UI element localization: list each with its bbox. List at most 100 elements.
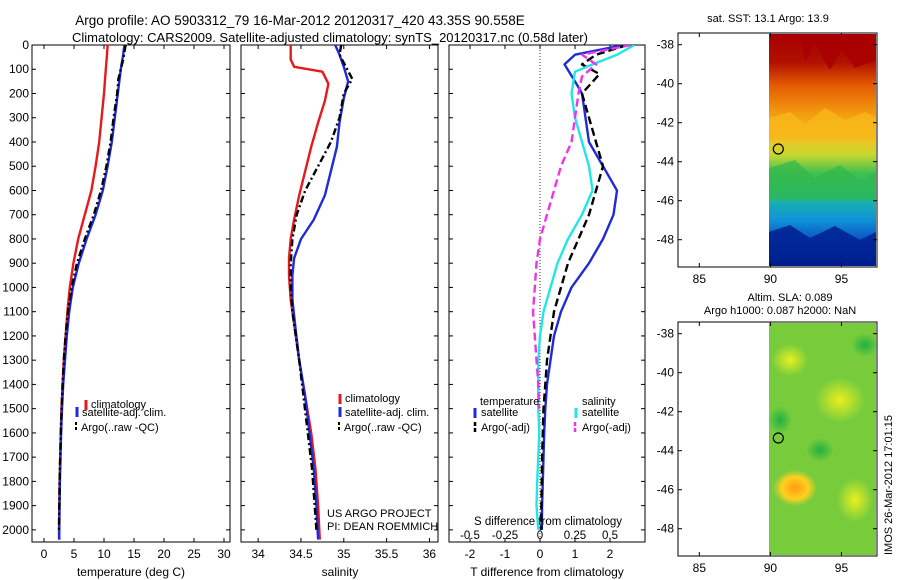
difference-y-ticks bbox=[449, 44, 645, 531]
sla-anomaly-mid-3 bbox=[837, 478, 873, 522]
map-y-tick-label: -38 bbox=[657, 327, 675, 341]
legend-label-satellite-clim: satellite-adj. clim. bbox=[82, 407, 166, 419]
y-tick-label: 400 bbox=[9, 135, 29, 149]
map-y-tick-label: -46 bbox=[657, 483, 675, 497]
series-line-salinity-satellite bbox=[535, 45, 636, 530]
y-tick-label: 1500 bbox=[2, 402, 29, 416]
series-line-temperature-argo-adj- bbox=[539, 45, 628, 530]
sst-warm-tongue bbox=[769, 34, 876, 70]
salinity-difference-ticks: -0.5 -0.25 0 0.25 0.5 bbox=[460, 530, 618, 542]
sst-map-panel: sat. SST: 13.1 Argo: 13.9 85 90 95 -38 -40 -4… bbox=[657, 13, 878, 286]
x-tick-label: 15 bbox=[127, 547, 141, 561]
difference-legend: temperature salinity satellite Argo(-adj… bbox=[473, 396, 631, 434]
y-tick-label: 1600 bbox=[2, 426, 29, 440]
salinity-legend: climatology satellite-adj. clim. Argo(..… bbox=[338, 393, 429, 434]
legend-label-satellite-clim: satellite-adj. clim. bbox=[345, 407, 429, 419]
x-tick-label: 0 bbox=[537, 547, 544, 561]
legend-label-s-satellite: satellite bbox=[582, 407, 619, 419]
credit-project: US ARGO PROJECT bbox=[327, 508, 432, 520]
x-tick-label: 36 bbox=[423, 547, 437, 561]
legend-label-s-argo: Argo(-adj) bbox=[582, 422, 631, 434]
sst-heatmap bbox=[769, 34, 876, 266]
salinity-y-ticks bbox=[241, 44, 438, 531]
legend-header-salinity: salinity bbox=[582, 396, 616, 408]
sla-anomaly-low-2 bbox=[768, 406, 792, 434]
x-tick-label: 30 bbox=[217, 547, 231, 561]
side-timestamp: IMOS 26-Mar-2012 17:01:15 bbox=[883, 415, 895, 555]
salinity-xlabel: salinity bbox=[322, 565, 359, 579]
temperature-x-axis: 0 5 10 15 20 25 30 bbox=[41, 45, 231, 561]
map-y-tick-label: -42 bbox=[657, 116, 675, 130]
sla-anomaly-high bbox=[773, 470, 817, 506]
temperature-xlabel: temperature (deg C) bbox=[77, 565, 185, 579]
y-tick-label: 0 bbox=[22, 38, 29, 52]
x-tick-label: 1 bbox=[572, 547, 579, 561]
legend-header-temperature: temperature bbox=[480, 396, 539, 408]
map-x-tick-label: 90 bbox=[764, 561, 778, 575]
map-y-tick-label: -38 bbox=[657, 38, 675, 52]
s-tick-label: -0.25 bbox=[492, 530, 518, 542]
salinity-x-axis: 34 34.5 35 35.5 36 bbox=[251, 45, 436, 561]
legend-label-argo: Argo(..raw -QC) bbox=[344, 422, 422, 434]
x-tick-label: 10 bbox=[97, 547, 111, 561]
y-tick-label: 1000 bbox=[2, 280, 29, 294]
sla-map-subtitle: Argo h1000: 0.087 h2000: NaN bbox=[704, 305, 856, 317]
series-line-argo-raw-qc- bbox=[57, 45, 127, 530]
sla-anomaly-mid-2 bbox=[772, 344, 808, 376]
legend-label-climatology: climatology bbox=[91, 399, 147, 411]
s-tick-label: 0 bbox=[537, 530, 543, 542]
difference-panel: -2 -1 0 1 2 -0.5 -0.25 0 0.25 0.5 S difference f… bbox=[448, 44, 646, 579]
series-line-salinity-argo-adj- bbox=[531, 45, 632, 409]
s-tick-label: 0.25 bbox=[564, 530, 586, 542]
y-tick-label: 500 bbox=[9, 159, 29, 173]
difference-xlabel: T difference from climatology bbox=[470, 565, 624, 579]
sla-profile-marker bbox=[772, 432, 784, 444]
map-y-tick-label: -40 bbox=[657, 77, 675, 91]
sst-map-axes: 85 90 95 -38 -40 -42 -44 -46 -48 bbox=[657, 33, 877, 286]
x-tick-label: 34.5 bbox=[289, 547, 313, 561]
figure-title-line1: Argo profile: AO 5903312_79 16-Mar-2012 … bbox=[75, 13, 525, 28]
y-tick-label: 700 bbox=[9, 208, 29, 222]
map-y-tick-label: -48 bbox=[657, 522, 675, 536]
y-tick-label: 1800 bbox=[2, 474, 29, 488]
map-x-tick-label: 95 bbox=[835, 561, 849, 575]
y-tick-label: 1900 bbox=[2, 499, 29, 513]
map-y-tick-label: -44 bbox=[657, 155, 675, 169]
sst-cold-band bbox=[769, 225, 876, 266]
sla-anomaly-mid-1 bbox=[815, 378, 865, 422]
temperature-legend: climatology satellite-adj. clim. Argo(..… bbox=[75, 399, 166, 434]
y-tick-label: 1200 bbox=[2, 329, 29, 343]
difference-xlabel-top: S difference from climatology bbox=[474, 516, 622, 528]
x-tick-label: 5 bbox=[71, 547, 78, 561]
x-tick-label: 35 bbox=[337, 547, 351, 561]
sst-green-band bbox=[769, 160, 876, 200]
y-tick-label: 900 bbox=[9, 256, 29, 270]
map-x-tick-label: 85 bbox=[693, 272, 707, 286]
map-y-tick-label: -42 bbox=[657, 405, 675, 419]
s-tick-label: -0.5 bbox=[460, 530, 480, 542]
y-tick-label: 200 bbox=[9, 86, 29, 100]
x-tick-label: -2 bbox=[465, 547, 476, 561]
difference-x-axis: -2 -1 0 1 2 bbox=[465, 45, 614, 561]
map-y-tick-label: -48 bbox=[657, 233, 675, 247]
y-tick-label: 600 bbox=[9, 183, 29, 197]
legend-label-argo: Argo(..raw -QC) bbox=[81, 422, 159, 434]
legend-label-t-satellite: satellite bbox=[481, 407, 518, 419]
x-tick-label: -1 bbox=[500, 547, 511, 561]
temperature-axes-box bbox=[31, 44, 231, 543]
sla-map-axes: 85 90 95 -38 -40 -42 -44 -46 -48 bbox=[657, 322, 877, 575]
sst-orange-band bbox=[769, 108, 876, 140]
map-y-tick-label: -44 bbox=[657, 444, 675, 458]
map-y-tick-label: -46 bbox=[657, 194, 675, 208]
map-x-tick-label: 90 bbox=[764, 272, 778, 286]
y-tick-label: 1100 bbox=[3, 305, 29, 319]
legend-label-t-argo: Argo(-adj) bbox=[481, 422, 530, 434]
sla-heatmap bbox=[768, 323, 879, 555]
sla-anomaly-low-1 bbox=[806, 438, 834, 462]
difference-axes-box bbox=[448, 44, 646, 543]
x-tick-label: 2 bbox=[607, 547, 614, 561]
salinity-panel: 34 34.5 35 35.5 36 salinity climatology sate… bbox=[240, 44, 439, 579]
sst-profile-marker bbox=[772, 143, 784, 155]
y-tick-label: 100 bbox=[9, 62, 29, 76]
figure-title-line2: Climatology: CARS2009. Satellite-adjuste… bbox=[72, 30, 588, 45]
